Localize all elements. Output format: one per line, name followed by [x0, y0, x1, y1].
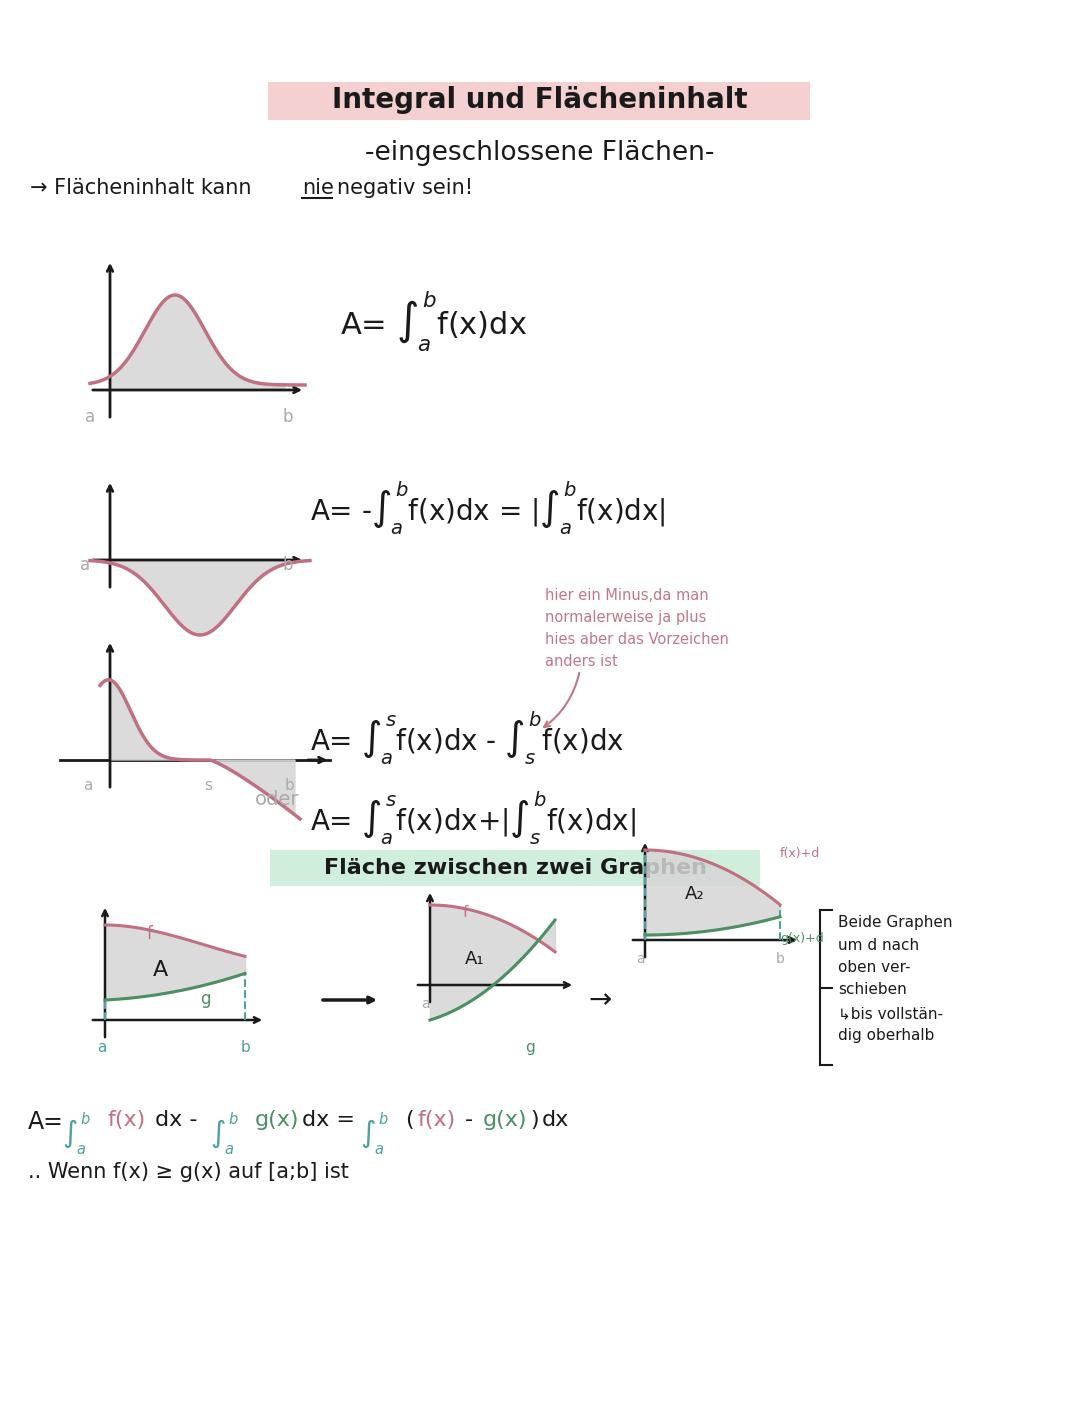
Polygon shape	[110, 561, 285, 635]
Text: a: a	[421, 997, 430, 1011]
Text: ↳bis vollstän-: ↳bis vollstän-	[838, 1005, 943, 1021]
Text: b: b	[775, 952, 784, 966]
Text: A= -$\int_a^b$f(x)dx = |$\int_a^b$f(x)dx|: A= -$\int_a^b$f(x)dx = |$\int_a^b$f(x)dx…	[310, 480, 665, 538]
Text: normalerweise ja plus: normalerweise ja plus	[545, 610, 706, 626]
Text: g: g	[525, 1041, 535, 1055]
Text: $\int_a^b$: $\int_a^b$	[360, 1110, 389, 1156]
Text: →: →	[589, 986, 611, 1014]
Text: a: a	[636, 952, 645, 966]
Text: a: a	[85, 408, 95, 426]
Text: nie: nie	[302, 178, 334, 198]
Text: → Flächeninhalt kann: → Flächeninhalt kann	[30, 178, 252, 198]
Text: f: f	[147, 925, 153, 943]
Text: .. Wenn f(x) ≥ g(x) auf [a;b] ist: .. Wenn f(x) ≥ g(x) auf [a;b] ist	[28, 1162, 349, 1182]
Text: dx =: dx =	[302, 1110, 355, 1130]
Text: dx: dx	[542, 1110, 569, 1130]
Text: A₂: A₂	[685, 885, 705, 904]
Text: $\int_a^b$: $\int_a^b$	[62, 1110, 91, 1156]
Text: s: s	[204, 778, 212, 794]
Text: A=: A=	[28, 1110, 64, 1134]
Polygon shape	[110, 681, 212, 761]
Text: b: b	[283, 408, 294, 426]
Text: b: b	[285, 778, 295, 794]
Text: b: b	[240, 1041, 249, 1055]
Text: a: a	[97, 1041, 107, 1055]
Text: g(x): g(x)	[483, 1110, 527, 1130]
Text: A= $\int_a^s$f(x)dx+|$\int_s^b$f(x)dx|: A= $\int_a^s$f(x)dx+|$\int_s^b$f(x)dx|	[310, 789, 636, 847]
Text: dig oberhalb: dig oberhalb	[838, 1028, 934, 1043]
Text: hies aber das Vorzeichen: hies aber das Vorzeichen	[545, 633, 729, 647]
Text: oder: oder	[255, 789, 299, 809]
Text: a: a	[80, 556, 90, 575]
Text: a: a	[83, 778, 93, 794]
Text: A₁: A₁	[465, 950, 485, 969]
Text: oben ver-: oben ver-	[838, 960, 910, 976]
Text: schieben: schieben	[838, 981, 907, 997]
Text: f(x)+d: f(x)+d	[780, 847, 820, 860]
Polygon shape	[268, 82, 810, 120]
Text: dx -: dx -	[156, 1110, 198, 1130]
Text: Fläche zwischen zwei Graphen: Fläche zwischen zwei Graphen	[324, 858, 706, 878]
Text: anders ist: anders ist	[545, 654, 618, 669]
Text: g: g	[200, 990, 211, 1008]
Text: -eingeschlossene Flächen-: -eingeschlossene Flächen-	[365, 140, 715, 167]
Polygon shape	[208, 760, 295, 815]
Text: negativ sein!: negativ sein!	[337, 178, 473, 198]
Text: A= $\int_a^b$f(x)dx: A= $\int_a^b$f(x)dx	[340, 289, 527, 354]
Polygon shape	[110, 295, 285, 390]
Text: A: A	[152, 960, 167, 980]
Text: $\int_a^b$: $\int_a^b$	[210, 1110, 239, 1156]
Polygon shape	[270, 850, 760, 885]
Text: (: (	[405, 1110, 414, 1130]
Text: A= $\int_a^s$f(x)dx - $\int_s^b$f(x)dx: A= $\int_a^s$f(x)dx - $\int_s^b$f(x)dx	[310, 710, 624, 767]
Text: f(x): f(x)	[418, 1110, 456, 1130]
Text: b: b	[283, 556, 294, 575]
Text: um d nach: um d nach	[838, 938, 919, 953]
Text: hier ein Minus,da man: hier ein Minus,da man	[545, 587, 708, 603]
Text: f: f	[462, 905, 468, 921]
Text: g(x)+d: g(x)+d	[780, 932, 824, 945]
Text: f(x): f(x)	[108, 1110, 146, 1130]
Text: Integral und Flächeninhalt: Integral und Flächeninhalt	[333, 86, 747, 114]
Text: g(x): g(x)	[255, 1110, 299, 1130]
Text: Beide Graphen: Beide Graphen	[838, 915, 953, 931]
Text: ): )	[530, 1110, 539, 1130]
Text: -: -	[465, 1110, 473, 1130]
